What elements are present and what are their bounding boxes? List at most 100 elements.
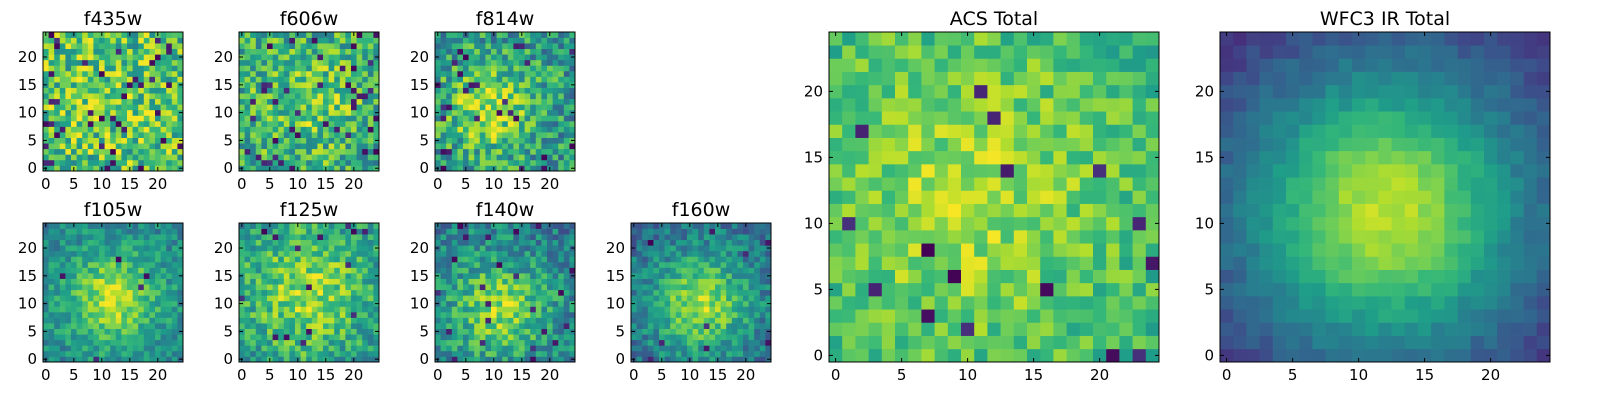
heatmap-cell [82, 350, 89, 357]
panel-title: f606w [280, 8, 339, 30]
heatmap-cell [631, 295, 637, 302]
heatmap-cell [855, 150, 869, 165]
heatmap-cell [664, 295, 671, 302]
heatmap-cell [272, 345, 279, 352]
heatmap-cell [334, 273, 341, 279]
heatmap-cell [339, 109, 346, 116]
heatmap-cell [496, 228, 503, 235]
heatmap-cell [339, 295, 346, 302]
heatmap-cell [250, 245, 257, 252]
heatmap-cell [267, 261, 273, 268]
heatmap-cell [334, 245, 341, 252]
heatmap-cell [692, 328, 699, 335]
heatmap-cell [1079, 348, 1094, 363]
heatmap-cell [513, 261, 520, 268]
heatmap-cell [642, 350, 649, 357]
heatmap-cell [491, 278, 497, 285]
heatmap-cell [558, 143, 565, 150]
heatmap-cell [76, 126, 83, 133]
heatmap-cell [278, 245, 285, 252]
heatmap-cell [339, 356, 346, 363]
heatmap-cell [166, 239, 173, 246]
heatmap-cell [71, 159, 77, 166]
heatmap-cell [339, 132, 346, 138]
heatmap-cell [323, 82, 329, 88]
heatmap-cell [446, 43, 453, 50]
heatmap-cell [451, 93, 458, 100]
heatmap-cell [754, 284, 761, 291]
heatmap-cell [502, 228, 509, 235]
heatmap-cell [155, 104, 161, 111]
heatmap-cell [76, 234, 83, 241]
heatmap-cell [71, 234, 77, 241]
heatmap-cell [295, 59, 301, 66]
heatmap-cell [468, 59, 475, 66]
heatmap-cell [87, 165, 94, 172]
heatmap-cell [687, 300, 693, 307]
heatmap-cell [54, 250, 61, 257]
heatmap-cell [48, 104, 55, 111]
heatmap-cell [127, 37, 133, 44]
heatmap-cell [351, 234, 357, 241]
heatmap-cell [513, 350, 520, 357]
heatmap-cell [451, 234, 458, 241]
heatmap-cell [664, 256, 671, 263]
heatmap-cell [881, 203, 896, 218]
heatmap-cell [71, 295, 77, 302]
heatmap-cell [491, 267, 497, 274]
heatmap-cell [171, 273, 178, 279]
heatmap-cell [947, 269, 962, 284]
heatmap-cell [255, 300, 262, 307]
heatmap-cell [507, 148, 514, 155]
heatmap-cell [519, 109, 525, 116]
heatmap-cell [468, 306, 475, 313]
heatmap-cell [474, 250, 481, 257]
heatmap-cell [356, 159, 363, 166]
heatmap-cell [855, 348, 869, 363]
heatmap-cell [166, 284, 173, 291]
heatmap-cell [177, 159, 184, 166]
heatmap-cell [513, 228, 520, 235]
heatmap-cell [311, 165, 318, 172]
heatmap-cell [328, 317, 335, 324]
heatmap-cell [250, 126, 257, 133]
heatmap-cell [513, 356, 520, 363]
heatmap-cell [868, 322, 883, 336]
heatmap-cell [547, 54, 553, 61]
heatmap-cell [311, 43, 318, 50]
heatmap-cell [278, 120, 285, 127]
heatmap-cell [675, 300, 682, 307]
heatmap-cell [681, 234, 688, 241]
y-tick-label: 5 [27, 322, 37, 340]
heatmap-cell [244, 323, 251, 329]
heatmap-cell [435, 295, 441, 302]
heatmap-cell [104, 317, 111, 324]
heatmap-cell [687, 323, 693, 329]
x-tick-label: 5 [461, 175, 471, 193]
heatmap-cell [289, 223, 296, 229]
heatmap-cell [474, 32, 481, 38]
heatmap-cell [261, 154, 268, 161]
heatmap-cell [138, 32, 145, 38]
heatmap-cell [71, 109, 77, 116]
heatmap-cell [513, 104, 520, 111]
heatmap-cell [446, 311, 453, 318]
heatmap-cell [71, 334, 77, 341]
heatmap-cell [306, 234, 313, 241]
heatmap-cell [289, 59, 296, 66]
heatmap-cell [143, 165, 150, 172]
heatmap-cell [177, 120, 184, 127]
heatmap-cell [76, 339, 83, 346]
y-tick-label: 10 [214, 104, 233, 122]
heatmap-cell [659, 289, 665, 296]
heatmap-cell [76, 261, 83, 268]
heatmap-cell [76, 48, 83, 55]
heatmap-cell [143, 65, 150, 72]
heatmap-cell [440, 37, 447, 44]
heatmap-cell [479, 328, 486, 335]
heatmap-cell [457, 104, 464, 111]
heatmap-cell [547, 311, 553, 318]
heatmap-cell [93, 87, 100, 94]
heatmap-cell [138, 159, 145, 166]
heatmap-cell [127, 54, 133, 61]
